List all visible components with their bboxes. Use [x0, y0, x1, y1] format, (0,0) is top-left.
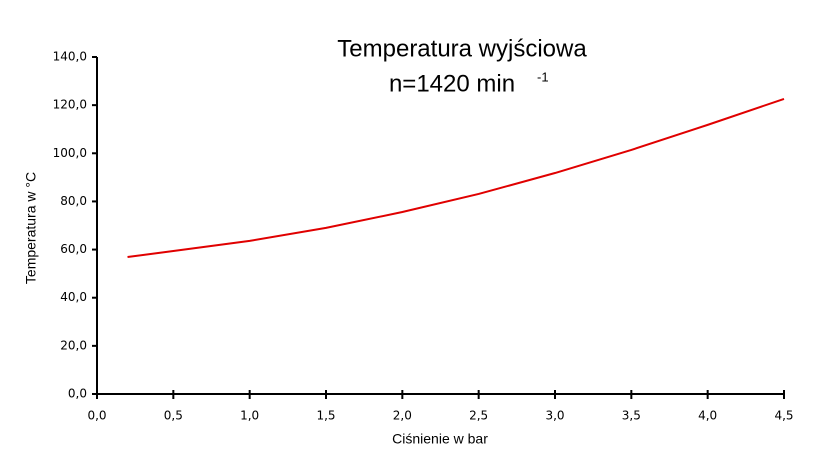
line-series: [127, 97, 785, 259]
x-tick-label: 1,5: [316, 409, 335, 423]
x-tick-label: 2,0: [393, 409, 412, 423]
y-tick-label: 0,0: [68, 387, 87, 401]
y-tick-label: 140,0: [53, 50, 87, 64]
chart-subtitle: n=1420 min: [389, 70, 515, 97]
x-tick-label: 2,5: [469, 409, 488, 423]
x-tick-label: 0,0: [87, 409, 106, 423]
y-tick-label: 120,0: [53, 98, 87, 112]
x-tick-label: 1,0: [240, 409, 259, 423]
y-tick-label: 40,0: [60, 290, 87, 304]
y-tick-label: 80,0: [60, 194, 87, 208]
x-tick-label: 4,5: [774, 409, 793, 423]
subtitle-superscript: -1: [537, 69, 549, 84]
x-tick-label: 3,0: [545, 409, 564, 423]
x-tick-label: 4,0: [698, 409, 717, 423]
x-axis-title: Ciśnienie w bar: [392, 431, 488, 447]
y-axis-title: Temperatura w °C: [23, 172, 39, 284]
chart-title: Temperatura wyjściowa: [337, 35, 587, 62]
y-tick-label: 100,0: [53, 146, 87, 160]
x-tick-label: 3,5: [622, 409, 641, 423]
y-tick-label: 60,0: [60, 242, 87, 256]
x-tick-label: 0,5: [164, 409, 183, 423]
y-tick-label: 20,0: [60, 338, 87, 352]
